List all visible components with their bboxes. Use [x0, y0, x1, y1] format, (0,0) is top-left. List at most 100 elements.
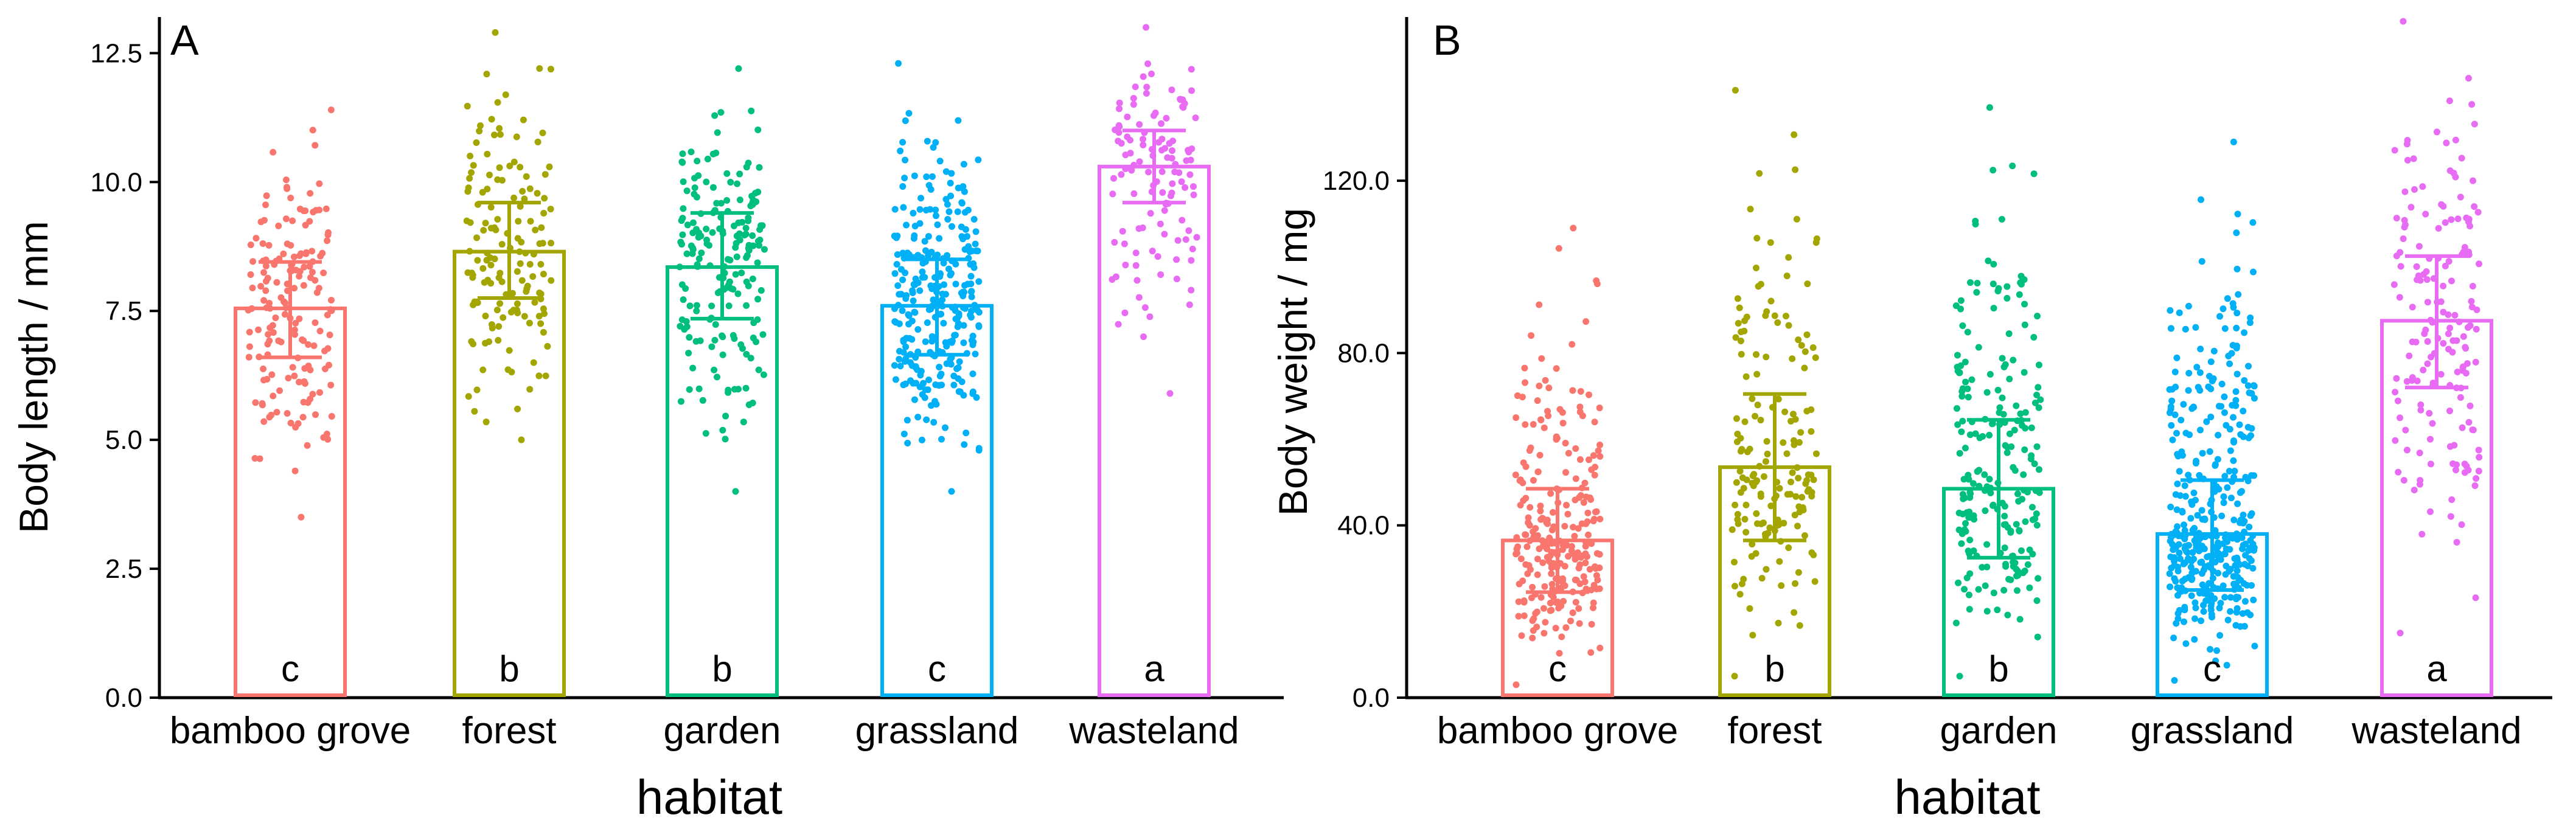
data-point: [1143, 83, 1150, 91]
data-point: [2167, 325, 2174, 332]
data-point: [2446, 407, 2453, 414]
data-point: [1122, 165, 1129, 172]
data-point: [2013, 402, 2020, 409]
data-point: [530, 359, 537, 366]
data-point: [685, 349, 692, 356]
data-point: [686, 334, 693, 341]
data-point: [968, 293, 975, 300]
data-point: [2420, 366, 2427, 373]
data-point: [1737, 435, 1744, 442]
data-point: [496, 164, 503, 172]
data-point: [1580, 573, 1587, 580]
data-point: [2424, 360, 2431, 367]
data-point: [927, 186, 935, 193]
data-point: [2196, 426, 2204, 434]
data-point: [291, 331, 299, 338]
data-point: [2188, 592, 2195, 599]
data-point: [948, 170, 955, 177]
data-point: [2246, 555, 2253, 562]
data-point: [1552, 625, 1559, 632]
data-point: [1749, 395, 1756, 403]
data-point: [972, 247, 980, 254]
data-point: [2016, 616, 2024, 623]
data-point: [960, 392, 967, 399]
data-point: [2401, 223, 2408, 231]
data-point: [1110, 175, 1118, 182]
data-point: [1513, 681, 1520, 689]
data-point: [2233, 344, 2240, 352]
data-point: [2241, 598, 2249, 605]
data-point: [1178, 178, 1185, 186]
data-point: [2421, 330, 2428, 338]
data-point: [1792, 415, 1799, 423]
data-point: [535, 313, 543, 320]
data-point: [2403, 141, 2411, 148]
data-point: [2244, 423, 2252, 431]
data-point: [1762, 312, 1769, 319]
data-point: [904, 439, 911, 446]
data-point: [1781, 408, 1789, 415]
data-point: [950, 381, 958, 389]
data-point: [2230, 138, 2237, 145]
data-point: [686, 386, 693, 393]
data-point: [492, 226, 500, 234]
data-point: [717, 200, 725, 207]
data-point: [1753, 477, 1761, 484]
data-point: [1795, 569, 1802, 576]
data-point: [2240, 512, 2247, 519]
data-point: [537, 320, 545, 327]
data-point: [754, 127, 762, 134]
data-point: [1542, 619, 1549, 626]
data-point: [1596, 515, 1604, 522]
data-point: [2476, 260, 2483, 268]
data-point: [2237, 623, 2244, 630]
data-point: [266, 337, 273, 344]
data-point: [2473, 306, 2480, 313]
data-point: [2232, 397, 2240, 404]
data-point: [955, 364, 962, 372]
data-point: [726, 257, 734, 264]
data-point: [1742, 501, 1750, 509]
data-point: [732, 488, 739, 495]
data-point: [902, 343, 910, 350]
data-point: [1169, 137, 1177, 145]
data-point: [693, 193, 700, 201]
data-point: [2194, 512, 2201, 519]
significance-letter: c: [1548, 648, 1567, 689]
data-point: [2246, 544, 2254, 552]
data-point: [289, 364, 296, 371]
points-wasteland: [2390, 18, 2483, 637]
data-point: [2174, 451, 2181, 458]
data-point: [496, 269, 504, 277]
data-point: [2001, 513, 2008, 520]
data-point: [1154, 253, 1161, 260]
data-point: [2182, 325, 2189, 333]
data-point: [1179, 103, 1186, 111]
data-point: [932, 206, 939, 213]
data-point: [1762, 458, 1769, 465]
data-point: [523, 288, 530, 295]
data-point: [283, 184, 290, 191]
data-point: [2007, 576, 2014, 583]
data-point: [2223, 422, 2230, 429]
data-point: [1539, 559, 1547, 566]
data-point: [510, 158, 518, 165]
data-point: [703, 226, 710, 233]
data-point: [709, 150, 717, 158]
data-point: [2170, 634, 2177, 642]
data-point: [1791, 131, 1798, 138]
data-point: [1172, 161, 1179, 168]
data-point: [2246, 523, 2253, 530]
data-point: [2003, 449, 2011, 456]
data-point: [1135, 294, 1143, 301]
data-point: [1130, 101, 1137, 108]
data-point: [2021, 446, 2028, 453]
data-point: [1542, 377, 1549, 384]
data-point: [2196, 471, 2203, 479]
data-point: [1798, 342, 1805, 349]
data-point: [2228, 350, 2235, 357]
data-point: [513, 300, 521, 307]
data-point: [300, 207, 307, 215]
data-point: [697, 337, 704, 344]
data-point: [952, 280, 959, 288]
